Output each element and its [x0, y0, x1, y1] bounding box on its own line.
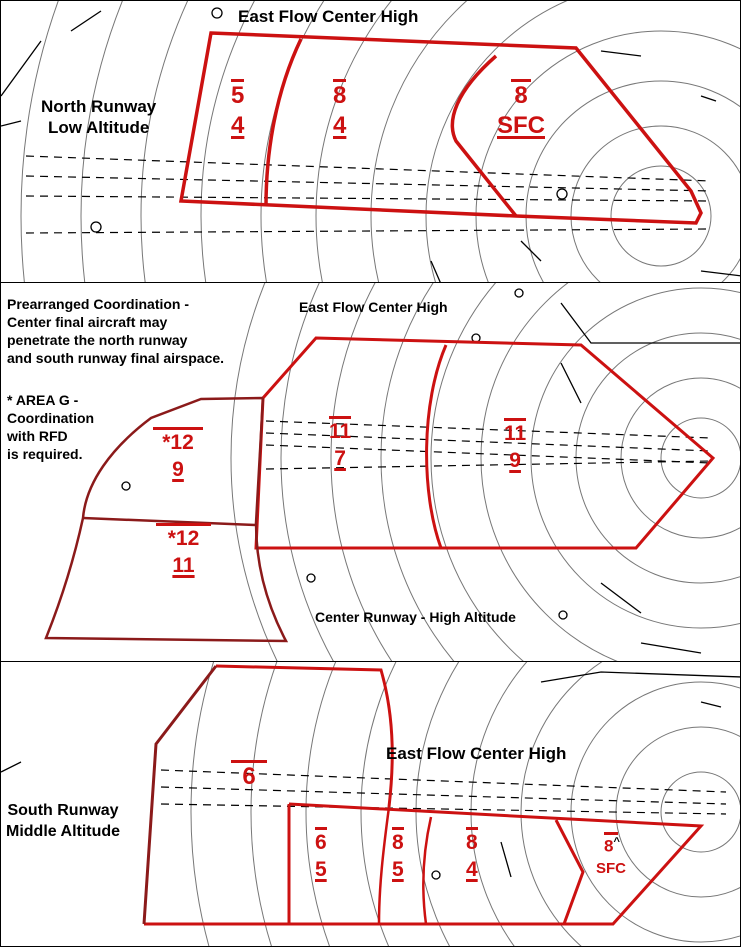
floor: 11 — [172, 554, 195, 577]
panel3-side-label-line1: South Runway — [7, 802, 119, 819]
altitude-block: 5 4 — [231, 79, 245, 139]
note-line: Prearranged Coordination - — [7, 296, 190, 312]
area-g-line: Coordination — [7, 410, 95, 426]
airspace-boundaries — [254, 336, 716, 550]
ceiling: *12 — [156, 523, 211, 549]
panel1-map — [1, 1, 740, 282]
airspace-boundaries — [178, 31, 703, 225]
coordination-note: Prearranged Coordination - Center final … — [7, 295, 224, 367]
map-features — [121, 288, 740, 654]
panel-south-runway-middle: East Flow Center High South Runway Middl… — [0, 661, 741, 947]
floor: 7 — [334, 447, 346, 470]
runway-centerlines — [25, 155, 712, 234]
range-rings — [230, 283, 740, 661]
altitude-block: 11 9 — [504, 418, 527, 472]
altitude-block: *12 9 — [153, 427, 203, 480]
map-features — [1, 7, 740, 282]
note-line: penetrate the north runway — [7, 332, 188, 348]
floor: 4 — [466, 858, 478, 881]
altitude-block: 6 — [231, 760, 267, 789]
ceiling: 8 — [511, 79, 531, 108]
panel3-side-label-line2: Middle Altitude — [6, 823, 121, 840]
mark: ^ — [613, 836, 620, 848]
floor: 4 — [231, 112, 245, 139]
ceiling: 6 — [231, 760, 267, 789]
note-line: and south runway final airspace. — [7, 350, 225, 366]
altitude-block: 8 5 — [392, 827, 404, 880]
runway-centerlines — [265, 420, 712, 470]
ceiling: 11 — [504, 418, 527, 444]
floor: SFC — [497, 112, 545, 139]
floor: 5 — [315, 858, 327, 881]
altitude-block: 8^ SFC — [586, 832, 636, 876]
panel1-side-label: North Runway Low Altitude — [41, 96, 156, 138]
altitude-block: 8 4 — [466, 827, 478, 880]
panel3-side-label: South Runway Middle Altitude — [6, 800, 120, 842]
panel1-title: East Flow Center High — [238, 7, 419, 26]
ceiling: 8^ — [604, 832, 620, 856]
ceiling: 6 — [315, 827, 327, 853]
altitude-block: 6 5 — [315, 827, 327, 880]
map-features — [1, 671, 740, 880]
altitude-block: *12 11 — [156, 523, 211, 576]
ceiling: 8 — [333, 79, 347, 108]
ceiling: 5 — [231, 79, 245, 108]
range-rings — [190, 662, 740, 946]
floor: 4 — [333, 112, 347, 139]
floor: 9 — [172, 458, 184, 481]
panel3-map — [1, 662, 740, 946]
panel1-side-label-line1: North Runway — [41, 97, 157, 116]
outer-boundary — [142, 665, 218, 925]
panel2-bottom-label: Center Runway - High Altitude — [315, 609, 516, 625]
floor: 9 — [509, 449, 521, 472]
panel-north-runway-low: East Flow Center High North Runway Low A… — [0, 0, 741, 283]
altitude-block: 11 7 — [329, 416, 352, 470]
altitude-block: 8 SFC — [481, 79, 561, 138]
floor: 5 — [392, 858, 404, 881]
altitude-block: 8 4 — [333, 79, 347, 139]
area-g-note: * AREA G - Coordination with RFD is requ… — [7, 391, 94, 463]
area-g-line: with RFD — [7, 428, 68, 444]
area-g-line: * AREA G - — [7, 392, 79, 408]
ceiling: 11 — [329, 416, 352, 442]
note-line: Center final aircraft may — [7, 314, 168, 330]
panel2-title: East Flow Center High — [299, 299, 448, 315]
panel1-side-label-line2: Low Altitude — [47, 118, 150, 137]
panel-center-runway-high: East Flow Center High Center Runway - Hi… — [0, 282, 741, 662]
panel2-map — [44, 283, 740, 661]
ceiling: 8 — [392, 827, 404, 853]
area-g-line: is required. — [7, 446, 83, 462]
floor: SFC — [596, 859, 626, 877]
panel3-title: East Flow Center High — [386, 744, 567, 763]
ceiling-value: 8 — [604, 836, 614, 856]
inner-arcs — [377, 806, 433, 925]
ceiling: 8 — [466, 827, 478, 853]
area-g-boundary — [44, 396, 289, 643]
runway-centerlines — [160, 769, 727, 815]
range-rings — [20, 1, 740, 282]
ceiling: *12 — [153, 427, 203, 453]
